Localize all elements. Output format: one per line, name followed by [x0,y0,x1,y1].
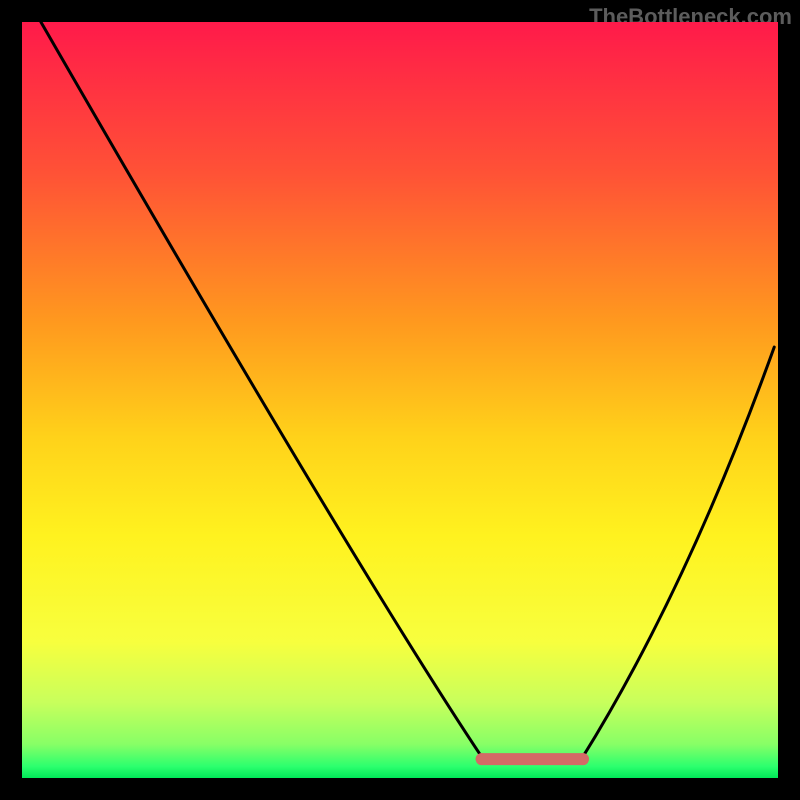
gradient-background [22,22,778,778]
optimal-range-end-dot [577,753,589,765]
bottleneck-chart [22,22,778,778]
chart-container: TheBottleneck.com [0,0,800,800]
optimal-range-start-dot [476,753,488,765]
